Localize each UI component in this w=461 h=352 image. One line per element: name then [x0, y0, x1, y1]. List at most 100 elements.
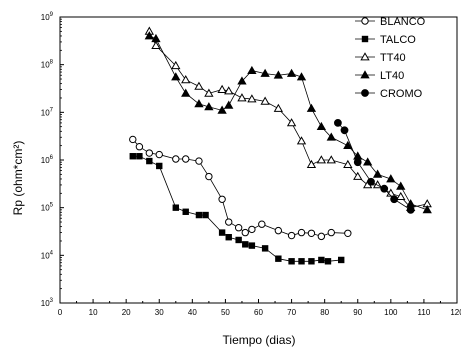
- data-point-talco: [318, 256, 325, 264]
- data-point-blanco: [234, 223, 243, 232]
- data-point-cromo: [367, 177, 375, 186]
- legend-item-tt40: TT40: [355, 52, 406, 64]
- legend-item-lt40: LT40: [355, 70, 404, 82]
- series-lt40: [144, 31, 432, 214]
- legend-label-talco: TALCO: [380, 34, 416, 46]
- x-tick-label: 120: [450, 308, 461, 317]
- data-point-cromo: [390, 195, 399, 204]
- x-tick-label: 100: [384, 308, 398, 317]
- data-point-talco: [136, 153, 143, 160]
- data-point-lt40: [422, 205, 432, 214]
- data-point-talco: [308, 258, 315, 265]
- data-point-blanco: [135, 143, 144, 151]
- data-point-cromo: [334, 119, 342, 127]
- data-point-lt40: [237, 76, 247, 85]
- legend-label-blanco: BLANCO: [380, 16, 426, 28]
- data-point-lt40: [372, 169, 383, 178]
- x-axis-title: Tiempo (dias): [223, 333, 296, 347]
- y-tick-label: 108: [41, 60, 54, 70]
- data-point-lt40: [386, 174, 396, 183]
- data-point-tt40: [326, 155, 336, 164]
- y-tick-label: 105: [41, 203, 54, 213]
- data-point-lt40: [273, 70, 284, 79]
- data-point-talco: [288, 258, 295, 265]
- data-point-tt40: [260, 96, 270, 105]
- data-point-lt40: [144, 31, 154, 40]
- data-point-lt40: [181, 88, 191, 97]
- y-tick-label: 109: [41, 12, 54, 22]
- data-point-talco: [338, 256, 345, 264]
- legend-label-lt40: LT40: [380, 70, 404, 82]
- data-point-talco: [182, 208, 189, 215]
- series-line-blanco: [132, 139, 348, 237]
- legend-marker-tt40: [360, 52, 370, 61]
- data-point-cromo: [380, 184, 389, 193]
- data-point-tt40: [316, 155, 327, 164]
- data-point-blanco: [129, 135, 137, 144]
- legend-item-talco: TALCO: [355, 34, 416, 46]
- data-point-lt40: [306, 103, 317, 112]
- data-point-tt40: [194, 81, 204, 90]
- x-tick-label: 0: [58, 308, 63, 317]
- data-point-tt40: [353, 171, 363, 180]
- data-point-tt40: [224, 86, 234, 95]
- data-point-blanco: [218, 195, 226, 203]
- x-tick-label: 40: [188, 308, 197, 317]
- data-point-talco: [242, 241, 249, 248]
- y-tick-label: 104: [41, 250, 54, 260]
- data-point-tt40: [181, 75, 191, 84]
- series-talco: [129, 153, 345, 265]
- data-point-lt40: [396, 181, 406, 190]
- data-point-tt40: [273, 103, 284, 112]
- legend-item-cromo: CROMO: [355, 88, 423, 100]
- axes: 0 10 20 30 40 50 60 70 80 90 100 110 120 103 104 105 106…: [41, 12, 461, 317]
- data-point-tt40: [396, 191, 406, 201]
- data-point-talco: [172, 204, 179, 211]
- data-point-tt40: [247, 94, 257, 103]
- data-point-talco: [298, 258, 305, 265]
- legend-marker-blanco: [361, 17, 369, 25]
- data-point-blanco: [327, 228, 335, 237]
- data-point-lt40: [363, 157, 373, 166]
- data-point-lt40: [204, 102, 214, 111]
- data-point-blanco: [287, 231, 296, 240]
- y-axis-title: Rp (ohm*cm²): [11, 141, 25, 216]
- series-line-talco: [132, 155, 342, 262]
- data-point-blanco: [172, 155, 180, 163]
- y-tick-label: 107: [41, 107, 54, 117]
- legend-marker-lt40: [360, 70, 370, 79]
- data-point-tt40: [204, 88, 214, 97]
- series-blanco: [129, 135, 352, 241]
- data-point-blanco: [155, 150, 163, 159]
- data-point-talco: [202, 211, 209, 219]
- x-tick-label: 70: [287, 308, 296, 317]
- data-point-blanco: [195, 157, 203, 165]
- x-tick-label: 60: [254, 308, 263, 317]
- legend-marker-cromo: [361, 89, 369, 97]
- data-point-talco: [146, 157, 153, 165]
- data-point-tt40: [237, 93, 247, 102]
- x-tick-label: 30: [155, 308, 164, 317]
- data-point-talco: [324, 258, 332, 265]
- data-point-tt40: [217, 84, 227, 93]
- data-point-lt40: [326, 132, 336, 141]
- data-point-talco: [195, 211, 203, 219]
- data-point-blanco: [182, 155, 190, 163]
- data-point-tt40: [151, 40, 161, 50]
- data-point-talco: [275, 255, 282, 262]
- data-point-blanco: [297, 228, 306, 237]
- series-layer: [129, 26, 432, 265]
- data-point-blanco: [145, 149, 154, 157]
- data-point-talco: [218, 229, 226, 236]
- data-point-blanco: [258, 220, 266, 228]
- legend-item-blanco: BLANCO: [355, 16, 426, 28]
- x-tick-label: 50: [221, 308, 230, 317]
- data-point-blanco: [307, 229, 316, 237]
- data-point-lt40: [286, 68, 297, 77]
- data-point-blanco: [317, 232, 326, 241]
- data-point-blanco: [205, 172, 213, 181]
- data-point-lt40: [260, 68, 270, 77]
- y-tick-label: 103: [41, 298, 54, 308]
- legend-marker-talco: [361, 35, 369, 43]
- data-point-tt40: [171, 60, 181, 70]
